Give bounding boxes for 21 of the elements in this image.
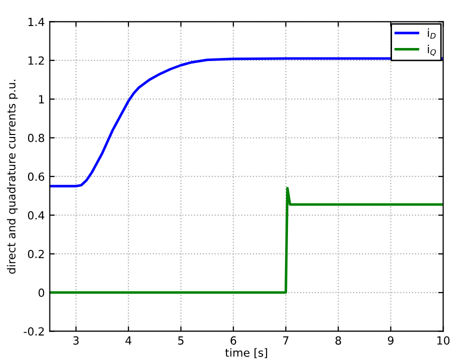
- x-axis-title: time [s]: [225, 348, 268, 358]
- x-tick-label: 4: [125, 336, 132, 345]
- x-tick-label: 7: [283, 336, 288, 345]
- y-tick-label: 1.4: [28, 18, 44, 26]
- x-tick-label: 5: [178, 336, 184, 345]
- x-tick-label: 10: [437, 336, 450, 345]
- x-tick-label: 6: [230, 336, 236, 345]
- x-tick-label: 3: [73, 336, 79, 345]
- y-tick-label: 1: [39, 95, 44, 104]
- x-tick-label: 8: [335, 336, 342, 345]
- y-tick-label: 0.8: [28, 134, 44, 142]
- y-tick-label: 0.2: [28, 250, 44, 258]
- legend-label: i$_{Q}$: [428, 44, 436, 56]
- y-tick-label: 0.4: [28, 211, 44, 220]
- y-tick-label: 1.2: [28, 56, 44, 65]
- y-axis-title: direct and quadrature currents p.u.: [6, 80, 18, 274]
- x-tick-label: 9: [388, 336, 394, 345]
- y-tick-label: 0.6: [28, 172, 44, 181]
- y-tick-label: -0.2: [24, 327, 44, 336]
- y-tick-label: 0: [38, 288, 44, 297]
- legend-label: i$_{D}$: [428, 28, 436, 39]
